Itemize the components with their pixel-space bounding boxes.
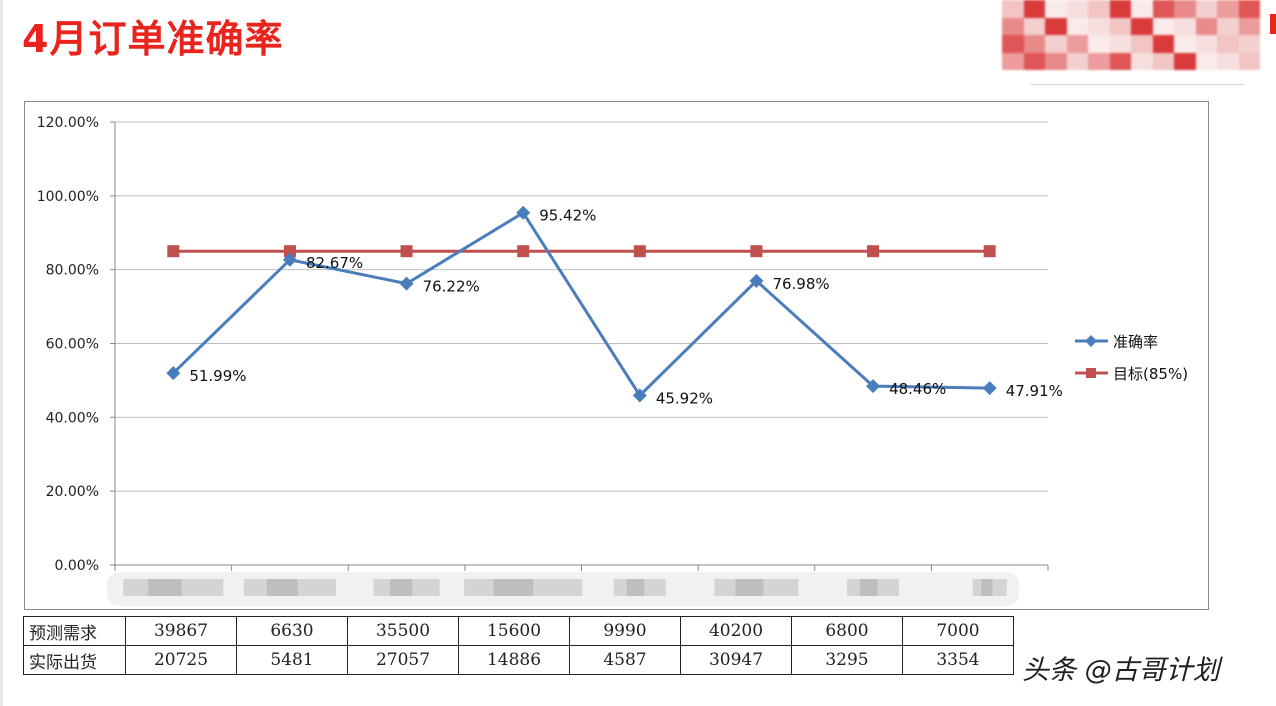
data-label: 51.99% [189, 367, 246, 385]
table-cell: 14886 [458, 645, 570, 675]
line-chart: 0.00% 20.00% 40.00% 60.00% 80.00% 100.00% 120.… [37, 115, 1188, 606]
y-tick-label: 120.00% [37, 115, 99, 131]
series-line-accuracy [172, 210, 990, 398]
legend-label-target: 目标(85%) [1113, 365, 1188, 383]
accuracy-point [866, 379, 881, 394]
redacted-category-label [860, 579, 878, 596]
data-label: 48.46% [889, 380, 946, 398]
table-cell: 6630 [236, 616, 348, 646]
table-row-forecast: 预测需求 39867 6630 35500 15600 9990 40200 6… [23, 616, 1014, 646]
legend-marker-target [1086, 368, 1096, 378]
y-tick-label: 20.00% [46, 484, 99, 500]
header-rule [1030, 84, 1244, 85]
redacted-category-label [148, 579, 182, 596]
accuracy-point [282, 252, 297, 267]
accuracy-point [166, 366, 181, 381]
data-label: 95.42% [539, 207, 596, 225]
legend-marker-accuracy [1085, 335, 1097, 347]
data-label: 82.67% [306, 254, 363, 272]
redacted-category-label [266, 579, 298, 596]
target-point [633, 245, 646, 258]
y-tick-label: 100.00% [37, 189, 99, 205]
accuracy-point [982, 381, 997, 396]
page-title: 4月订单准确率 [22, 17, 284, 61]
table-cell: 4587 [569, 645, 681, 675]
target-point [167, 245, 180, 258]
data-label: 76.98% [772, 275, 829, 293]
table-cell: 6800 [791, 616, 903, 646]
y-tick-label: 0.00% [55, 558, 99, 574]
table-cell: 35500 [347, 616, 459, 646]
table-cell: 5481 [236, 645, 348, 675]
data-table: 预测需求 39867 6630 35500 15600 9990 40200 6… [23, 616, 1014, 675]
accuracy-point [516, 205, 531, 220]
data-label: 76.22% [423, 278, 480, 296]
table-cell: 27057 [347, 645, 459, 675]
redacted-category-label [390, 579, 413, 596]
target-point [283, 245, 296, 258]
table-cell: 30947 [680, 645, 792, 675]
table-cell: 9990 [569, 616, 681, 646]
redacted-category-label [493, 579, 534, 596]
target-point [983, 245, 996, 258]
row-label-forecast: 预测需求 [23, 616, 126, 646]
accuracy-point [632, 388, 647, 403]
y-tick-label: 80.00% [46, 263, 99, 279]
table-cell: 39867 [125, 616, 237, 646]
table-row-shipment: 实际出货 20725 5481 27057 14886 4587 30947 3… [23, 645, 1014, 675]
redacted-category-label [626, 579, 645, 596]
chart-frame: 0.00% 20.00% 40.00% 60.00% 80.00% 100.00% 120.… [24, 101, 1209, 610]
target-point [400, 245, 413, 258]
table-cell: 7000 [902, 616, 1014, 646]
data-label: 47.91% [1006, 382, 1063, 400]
data-label: 45.92% [656, 389, 713, 407]
accuracy-point [749, 273, 764, 288]
table-cell: 20725 [125, 645, 237, 675]
redacted-category-label [981, 579, 993, 596]
table-cell: 3354 [902, 645, 1014, 675]
watermark: 头条 @古哥计划 [1022, 655, 1220, 686]
accuracy-point [399, 276, 414, 291]
y-tick-label: 40.00% [46, 410, 99, 426]
y-tick-label: 60.00% [46, 337, 99, 353]
page-right-mark [1270, 14, 1276, 34]
blurred-logo [1002, 0, 1260, 70]
row-label-shipment: 实际出货 [23, 645, 126, 675]
redacted-category-label [735, 579, 764, 596]
target-point [867, 245, 880, 258]
table-cell: 40200 [680, 616, 792, 646]
table-cell: 15600 [458, 616, 570, 646]
page-left-edge [0, 0, 3, 706]
target-point [750, 245, 763, 258]
legend-label-accuracy: 准确率 [1113, 333, 1158, 351]
target-point [517, 245, 530, 258]
table-cell: 3295 [791, 645, 903, 675]
